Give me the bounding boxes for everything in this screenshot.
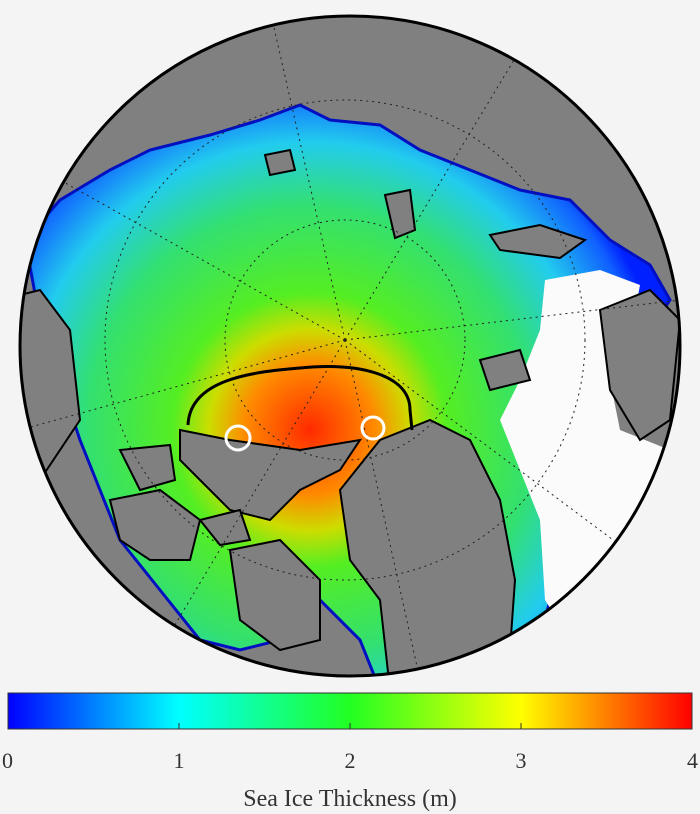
graticule <box>20 16 680 676</box>
contour-line <box>360 415 386 441</box>
contour-line <box>224 424 252 452</box>
tick-label: 3 <box>516 748 527 773</box>
colorbar-label: Sea Ice Thickness (m) <box>243 786 456 812</box>
tick-label: 1 <box>174 748 185 773</box>
landmasses <box>20 148 680 676</box>
tick-label: 4 <box>687 748 698 773</box>
tick-label: 2 <box>345 748 356 773</box>
tick-label: 0 <box>2 748 13 773</box>
map-frame <box>18 14 682 678</box>
contour-line <box>186 365 414 431</box>
map <box>20 16 680 676</box>
